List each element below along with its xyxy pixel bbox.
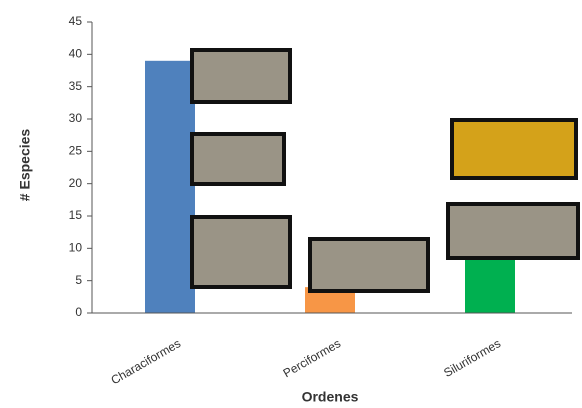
fish-photo xyxy=(446,202,580,260)
x-tick-label: Perciformes xyxy=(281,336,343,380)
x-tick-label: Siluriformes xyxy=(441,336,503,380)
fish-photo xyxy=(308,237,430,293)
bar xyxy=(145,60,195,313)
fish-photos xyxy=(190,48,580,293)
x-tick-label: Characiformes xyxy=(109,336,184,387)
y-tick-label: 10 xyxy=(69,241,83,255)
bar xyxy=(465,254,515,313)
fish-photo xyxy=(190,48,292,104)
y-tick-label: 30 xyxy=(69,111,83,125)
y-tick-label: 20 xyxy=(69,176,83,190)
y-tick-label: 35 xyxy=(69,79,83,93)
fish-photo xyxy=(450,118,578,180)
y-tick-label: 25 xyxy=(69,144,83,158)
y-tick-label: 40 xyxy=(69,47,83,61)
y-tick-label: 45 xyxy=(69,14,83,28)
fish-photo xyxy=(190,132,286,186)
y-tick-label: 5 xyxy=(75,273,82,287)
y-tick-label: 15 xyxy=(69,208,83,222)
x-axis-label: Ordenes xyxy=(302,389,359,405)
fish-photo xyxy=(190,215,292,289)
y-axis-label: # Especies xyxy=(17,129,33,202)
y-tick-label: 0 xyxy=(75,305,82,319)
